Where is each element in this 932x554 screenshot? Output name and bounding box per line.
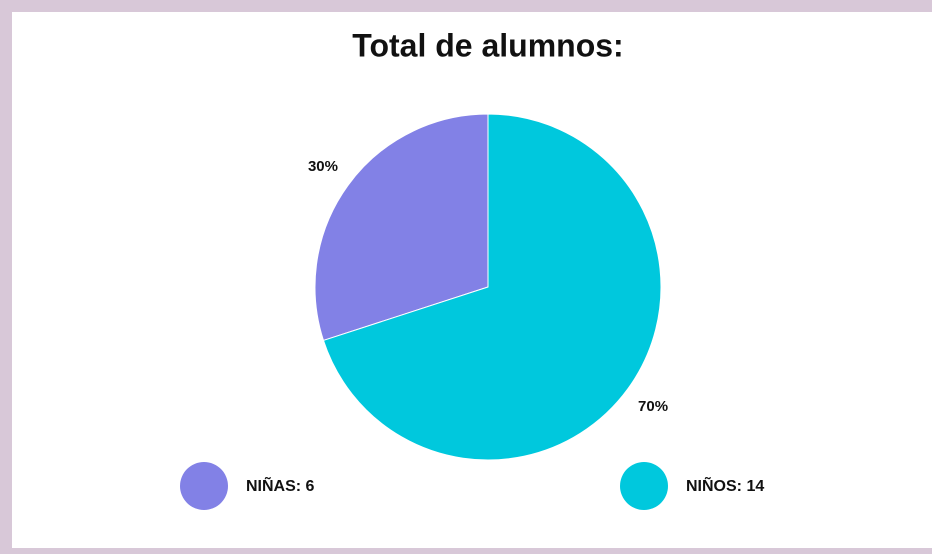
legend-swatch [180,462,228,510]
pie-slice [314,113,489,342]
data-label: 30% [308,158,338,175]
chart-title: Total de alumnos: [352,27,623,63]
legend-label: NIÑOS: 14 [686,475,764,495]
legend-swatch [620,462,668,510]
legend-label: NIÑAS: 6 [246,475,315,495]
pie-slice [322,113,662,461]
data-label: 70% [638,398,668,415]
